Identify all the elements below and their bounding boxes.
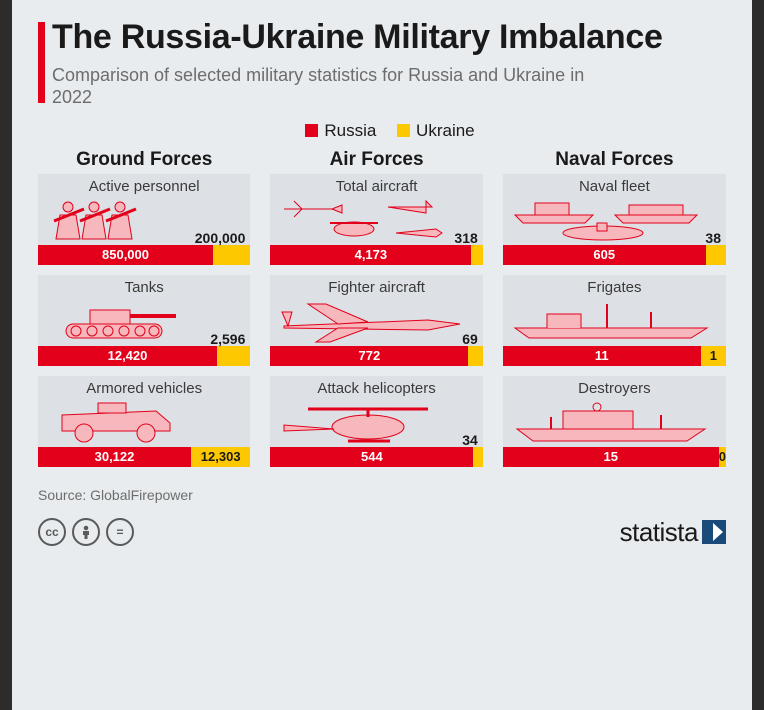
license-badges: cc = xyxy=(38,518,134,546)
planes-icon: 318 xyxy=(270,195,482,245)
russia-bar: 850,000 xyxy=(38,245,213,265)
grid-column: Air Forces Total aircraft 318 4,173 Fighter … xyxy=(270,149,482,477)
stat-label: Tanks xyxy=(38,275,250,296)
ukraine-bar xyxy=(706,245,726,265)
title-block: The Russia-Ukraine Military Imbalance Co… xyxy=(38,20,726,109)
comparison-bar: 605 xyxy=(503,245,726,265)
stat-card: Tanks 2,596 12,420 xyxy=(38,275,250,366)
russia-bar: 11 xyxy=(503,346,701,366)
ukraine-bar xyxy=(468,346,482,366)
column-header: Naval Forces xyxy=(503,149,726,171)
stat-label: Destroyers xyxy=(503,376,726,397)
data-grid: Ground Forces Active personnel 200,000 850,… xyxy=(38,149,726,477)
ukraine-bar xyxy=(213,245,250,265)
ukraine-bar xyxy=(217,346,250,366)
comparison-bar: 15 0 xyxy=(503,447,726,467)
infographic-canvas: The Russia-Ukraine Military Imbalance Co… xyxy=(12,0,752,710)
stat-card: Active personnel 200,000 850,000 xyxy=(38,174,250,265)
stat-card: Total aircraft 318 4,173 xyxy=(270,174,482,265)
footer: cc = statista xyxy=(38,517,726,548)
comparison-bar: 4,173 xyxy=(270,245,482,265)
tank-icon: 2,596 xyxy=(38,296,250,346)
ukraine-value: 0 xyxy=(719,449,726,464)
ukraine-value: 34 xyxy=(462,432,478,448)
stat-label: Frigates xyxy=(503,275,726,296)
ukraine-value: 38 xyxy=(705,230,721,246)
russia-value: 11 xyxy=(595,348,609,363)
nd-icon: = xyxy=(106,518,134,546)
ukraine-value: 318 xyxy=(454,230,477,246)
fighter-icon: 69 xyxy=(270,296,482,346)
russia-value: 4,173 xyxy=(355,247,388,262)
ukraine-bar xyxy=(473,447,482,467)
comparison-bar: 30,122 12,303 xyxy=(38,447,250,467)
comparison-bar: 850,000 xyxy=(38,245,250,265)
stat-card: Armored vehicles 30,122 12,303 xyxy=(38,376,250,467)
russia-value: 544 xyxy=(361,449,383,464)
ukraine-value: 200,000 xyxy=(195,230,246,246)
russia-value: 12,420 xyxy=(108,348,148,363)
page-title: The Russia-Ukraine Military Imbalance xyxy=(52,20,726,56)
frigate-icon xyxy=(503,296,726,346)
grid-column: Naval ForcesNaval fleet38605Frigates111D… xyxy=(503,149,726,477)
stat-card: Fighter aircraft 69 772 xyxy=(270,275,482,366)
russia-bar: 544 xyxy=(270,447,473,467)
russia-value: 850,000 xyxy=(102,247,149,262)
legend-label-ukraine: Ukraine xyxy=(416,121,475,140)
ukraine-bar: 12,303 xyxy=(191,447,250,467)
stat-label: Fighter aircraft xyxy=(270,275,482,296)
ukraine-bar xyxy=(471,245,482,265)
column-header: Air Forces xyxy=(270,149,482,171)
column-header: Ground Forces xyxy=(38,149,250,171)
russia-bar: 772 xyxy=(270,346,468,366)
fleet-icon: 38 xyxy=(503,195,726,245)
page-subtitle: Comparison of selected military statisti… xyxy=(52,64,726,109)
russia-bar: 15 xyxy=(503,447,719,467)
ukraine-value: 12,303 xyxy=(201,449,241,464)
ukraine-bar: 0 xyxy=(719,447,726,467)
russia-value: 605 xyxy=(593,247,615,262)
source-line: Source: GlobalFirepower xyxy=(38,487,726,503)
stat-label: Armored vehicles xyxy=(38,376,250,397)
comparison-bar: 544 xyxy=(270,447,482,467)
brand-logo: statista xyxy=(620,517,726,548)
stat-label: Naval fleet xyxy=(503,174,726,195)
grid-column: Ground Forces Active personnel 200,000 850,… xyxy=(38,149,250,477)
russia-bar: 4,173 xyxy=(270,245,471,265)
stat-card: Destroyers 15 0 xyxy=(503,376,726,467)
russia-bar: 30,122 xyxy=(38,447,191,467)
ukraine-value: 1 xyxy=(710,348,717,363)
comparison-bar: 12,420 xyxy=(38,346,250,366)
by-icon xyxy=(72,518,100,546)
brand-text: statista xyxy=(620,517,698,548)
legend-label-russia: Russia xyxy=(324,121,376,140)
apc-icon xyxy=(38,397,250,447)
brand-mark-icon xyxy=(702,520,726,544)
legend: Russia Ukraine xyxy=(38,121,726,141)
russia-bar: 12,420 xyxy=(38,346,217,366)
stat-card: Naval fleet 38 605 xyxy=(503,174,726,265)
heli-icon: 34 xyxy=(270,397,482,447)
stat-label: Active personnel xyxy=(38,174,250,195)
comparison-bar: 772 xyxy=(270,346,482,366)
russia-value: 30,122 xyxy=(95,449,135,464)
russia-value: 772 xyxy=(359,348,381,363)
legend-swatch-russia xyxy=(305,124,318,137)
ukraine-value: 69 xyxy=(462,331,478,347)
russia-value: 15 xyxy=(604,449,618,464)
destroyer-icon xyxy=(503,397,726,447)
stat-label: Attack helicopters xyxy=(270,376,482,397)
stat-card: Frigates111 xyxy=(503,275,726,366)
soldiers-icon: 200,000 xyxy=(38,195,250,245)
ukraine-value: 2,596 xyxy=(210,331,245,347)
ukraine-bar: 1 xyxy=(701,346,726,366)
legend-swatch-ukraine xyxy=(397,124,410,137)
comparison-bar: 111 xyxy=(503,346,726,366)
stat-label: Total aircraft xyxy=(270,174,482,195)
stat-card: Attack helicopters 34 544 xyxy=(270,376,482,467)
cc-icon: cc xyxy=(38,518,66,546)
title-accent-bar xyxy=(38,22,45,103)
russia-bar: 605 xyxy=(503,245,706,265)
